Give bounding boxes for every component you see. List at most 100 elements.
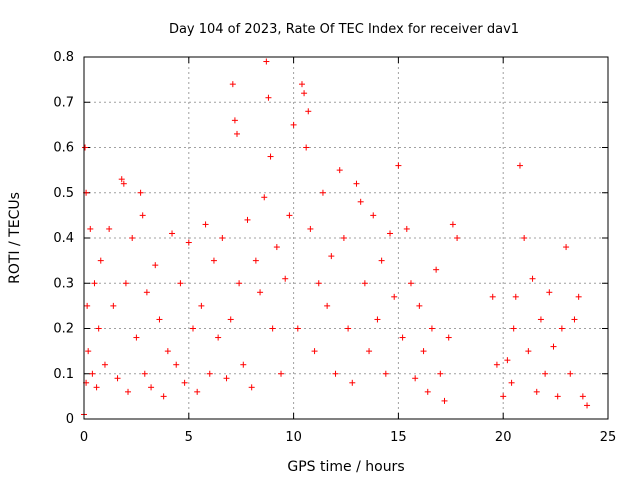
data-point [97,257,104,264]
data-point [554,393,561,400]
data-point [87,225,94,232]
data-point [298,81,305,88]
x-tick-label: 10 [285,430,302,445]
y-tick-label: 0.3 [53,276,74,291]
data-point [234,130,241,137]
y-tick-label: 0 [66,412,74,427]
data-point [303,144,310,151]
data-point [227,316,234,323]
data-point [236,280,243,287]
data-point [82,144,89,151]
data-point [571,316,578,323]
data-point [510,325,517,332]
data-point [269,325,276,332]
x-tick-label: 0 [80,430,88,445]
data-point [382,370,389,377]
data-point [185,239,192,246]
data-points [81,58,591,418]
data-point [286,212,293,219]
data-point [294,325,301,332]
data-point [504,357,511,364]
data-point [160,393,167,400]
data-point [516,162,523,169]
x-tick-label: 5 [185,430,193,445]
data-point [91,280,98,287]
y-tick-label: 0.8 [53,50,74,65]
data-point [93,384,100,391]
data-point [449,221,456,228]
x-tick-label: 15 [390,430,407,445]
data-point [106,225,113,232]
data-point [137,189,144,196]
data-point [315,280,322,287]
data-point [567,370,574,377]
data-point [244,216,251,223]
data-point [248,384,255,391]
data-point [89,370,96,377]
y-tick-label: 0.2 [53,322,74,337]
data-point [424,388,431,395]
data-point [206,370,213,377]
data-point [420,348,427,355]
data-point [141,370,148,377]
data-point [345,325,352,332]
data-point [229,81,236,88]
y-tick-label: 0.4 [53,231,74,246]
data-point [340,235,347,241]
data-point [257,289,264,296]
data-point [361,280,368,287]
data-point [219,235,226,241]
data-point [129,235,136,241]
data-point [353,180,360,187]
data-point [433,266,440,273]
data-point [267,153,274,160]
data-point [110,302,117,309]
data-point [500,393,507,400]
data-point [575,293,582,300]
data-point [437,370,444,377]
data-point [240,361,247,368]
data-point [156,316,163,323]
data-point [278,370,285,377]
data-point [133,334,140,341]
data-point [311,348,318,355]
data-point [181,379,188,386]
data-point [493,361,500,368]
data-point [454,235,461,241]
data-point [198,302,205,309]
data-point [399,334,406,341]
data-point [508,379,515,386]
data-point [374,316,381,323]
data-point [332,370,339,377]
data-point [349,379,356,386]
y-axis-label: ROTI / TECUs [7,192,23,284]
data-point [263,58,270,65]
data-point [202,221,209,228]
data-point [489,293,496,300]
data-point [529,275,536,282]
data-point [328,253,335,260]
chart-title: Day 104 of 2023, Rate Of TEC Index for r… [169,22,519,37]
data-point [290,121,297,128]
data-point [194,388,201,395]
data-point [533,388,540,395]
data-point [231,117,238,124]
y-tick-label: 0.7 [53,95,74,110]
data-point [525,348,532,355]
data-point [542,370,549,377]
data-point [558,325,565,332]
data-point [169,230,176,237]
data-point [307,225,314,232]
data-point [210,257,217,264]
data-point [357,198,364,205]
data-point [403,225,410,232]
data-point [428,325,435,332]
data-point [282,275,289,282]
data-point [416,302,423,309]
data-point [215,334,222,341]
x-axis-label: GPS time / hours [287,459,404,475]
data-point [143,289,150,296]
data-point [546,289,553,296]
y-tick-label: 0.6 [53,141,74,156]
data-point [223,375,230,382]
